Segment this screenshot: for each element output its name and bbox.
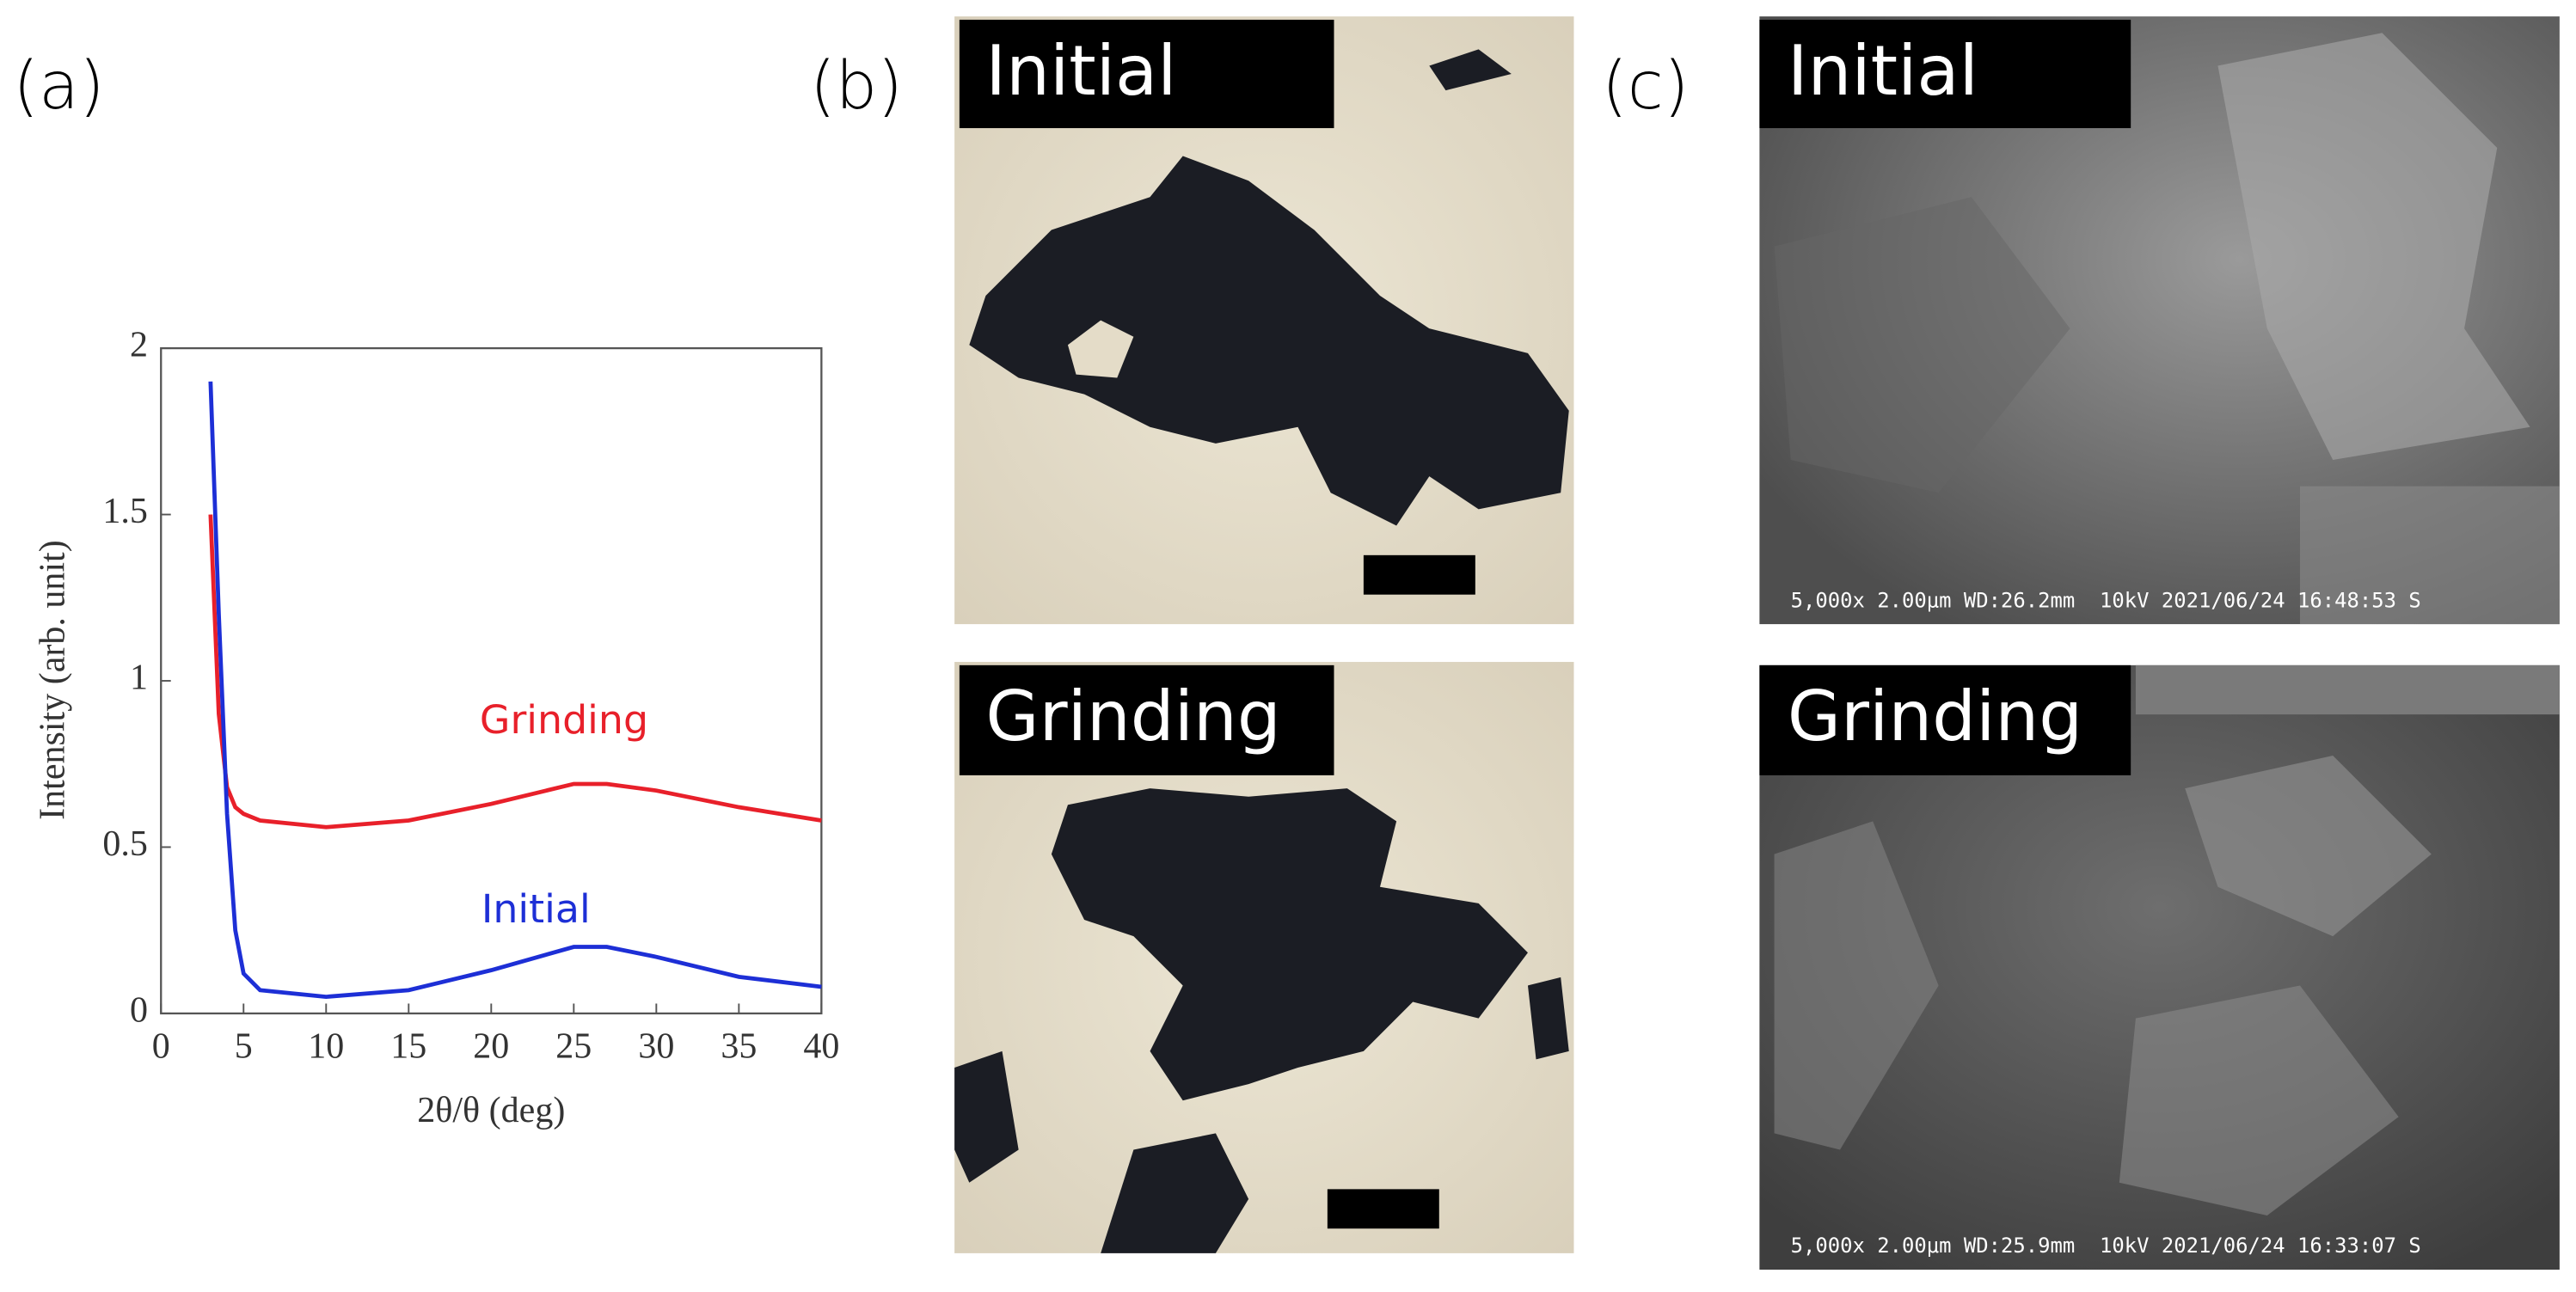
series-label: Initial [481, 885, 591, 932]
sem-caption: 5,000x 2.00μm WD:25.9mm 10kV 2021/06/24 … [1791, 1234, 2421, 1258]
y-axis-label: Intensity (arb. unit) [34, 540, 73, 820]
sem-caption: 5,000x 2.00μm WD:26.2mm 10kV 2021/06/24 … [1791, 588, 2421, 612]
label-box [959, 664, 1334, 775]
x-tick-label: 5 [235, 1027, 253, 1067]
image-label: Grinding [1788, 677, 2082, 756]
y-tick-label: 2 [130, 326, 148, 365]
x-tick-label: 30 [638, 1027, 674, 1067]
chart: 2θ/θ (deg) Intensity (arb. unit) 0 5 10 15 2… [34, 326, 840, 1130]
series-line [208, 514, 822, 830]
x-tick-label: 0 [152, 1027, 170, 1067]
y-tick-label: 1.5 [102, 492, 148, 531]
x-tick-label: 15 [390, 1027, 426, 1067]
y-tick-label: 1 [130, 658, 148, 698]
y-tick-label: 0 [130, 991, 148, 1031]
x-tick-label: 25 [555, 1027, 592, 1067]
label-box [1759, 19, 2131, 129]
x-axis-label: 2θ/θ (deg) [417, 1091, 565, 1130]
panel-label: (b) [810, 48, 903, 125]
series-line [208, 381, 822, 999]
image-label: Initial [985, 31, 1176, 111]
x-tick-label: 35 [721, 1027, 757, 1067]
image-label: Grinding [985, 677, 1280, 756]
panel-label: (a) [13, 48, 104, 125]
x-tick-label: 20 [473, 1027, 509, 1067]
series-label: Grinding [480, 696, 648, 743]
y-tick-label: 0.5 [102, 824, 148, 864]
image-label: Initial [1788, 31, 1978, 111]
sem-image [1759, 16, 2560, 625]
x-tick-label: 10 [308, 1027, 344, 1067]
label-box [959, 19, 1334, 129]
label-box [1759, 664, 2131, 775]
panel-label: (c) [1602, 48, 1690, 125]
x-tick-label: 40 [803, 1027, 839, 1067]
